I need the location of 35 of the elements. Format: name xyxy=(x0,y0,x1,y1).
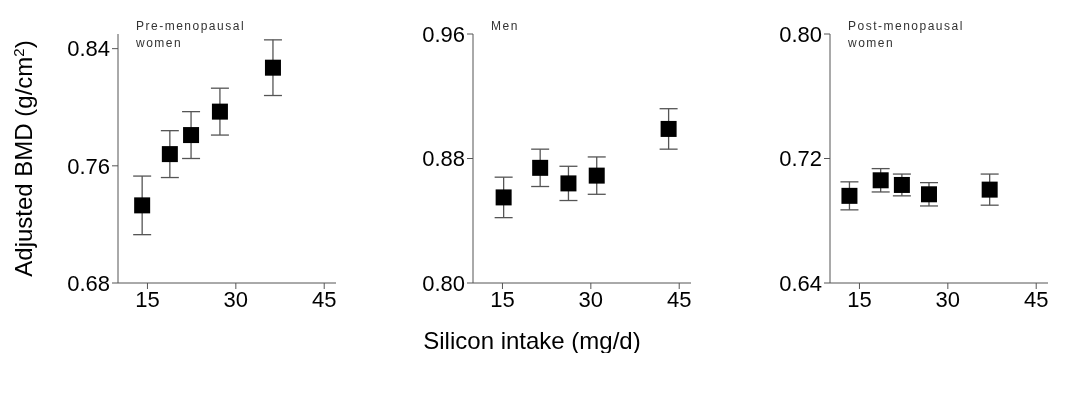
x-tick-label: 45 xyxy=(666,286,692,312)
x-tick-label: 15 xyxy=(135,286,160,312)
x-tick-label: 30 xyxy=(935,286,961,312)
x-tick-label: 15 xyxy=(847,286,872,312)
point xyxy=(560,175,577,192)
point xyxy=(264,59,281,76)
x-tick-label: 15 xyxy=(490,286,515,312)
y-tick-label: 0.96 xyxy=(422,21,465,47)
point xyxy=(532,159,549,176)
x-tick-label: 45 xyxy=(311,286,337,312)
text: Men xyxy=(491,18,520,35)
point xyxy=(183,127,200,144)
y-tick-label: 0.80 xyxy=(422,270,465,296)
x-tick-label: 30 xyxy=(578,286,604,312)
point xyxy=(495,189,512,206)
y-tick-label: 0.72 xyxy=(779,146,822,172)
y-tick-label: 0.88 xyxy=(422,146,465,172)
x-tick-label: 30 xyxy=(223,286,249,312)
point xyxy=(161,146,178,163)
point xyxy=(872,172,889,189)
point xyxy=(211,103,228,120)
y-tick-label: 0.80 xyxy=(779,21,822,47)
y-tick-label: 0.84 xyxy=(67,36,110,62)
y-tick-label: 0.64 xyxy=(779,270,822,296)
point xyxy=(920,186,937,203)
y-tick-label: 0.68 xyxy=(67,270,110,296)
y-tick-label: 0.76 xyxy=(67,153,110,179)
point xyxy=(981,181,998,198)
point xyxy=(134,197,151,214)
x-tick-label: 45 xyxy=(1023,286,1049,312)
point xyxy=(588,167,605,184)
point xyxy=(841,187,858,204)
annotation: Pre-menopausal women xyxy=(136,18,247,52)
annotation: Post-menopausal women xyxy=(848,18,965,52)
point xyxy=(660,120,677,137)
